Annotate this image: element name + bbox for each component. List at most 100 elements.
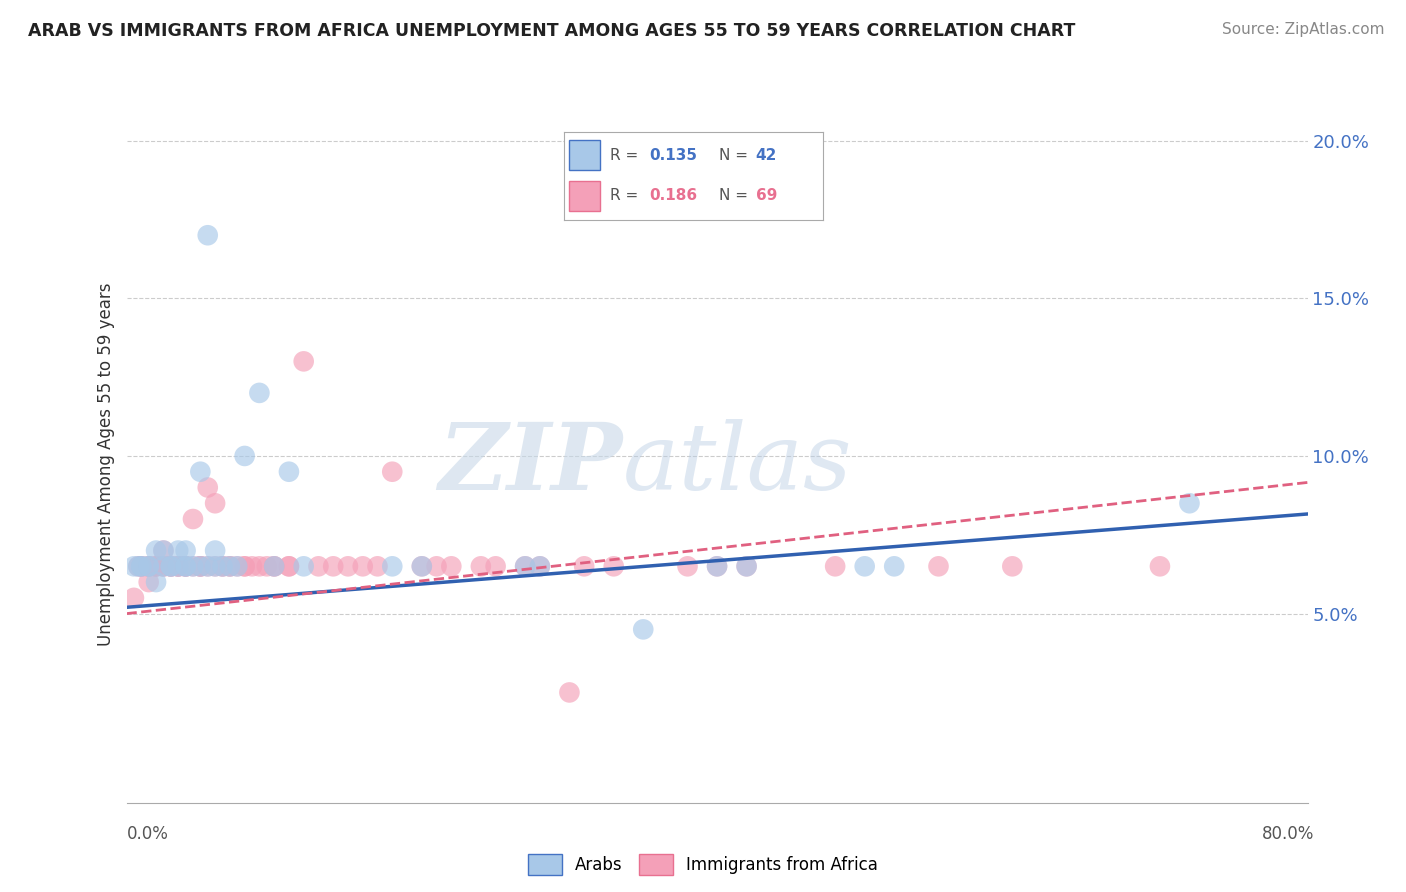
Point	[145, 543, 167, 558]
Point	[197, 559, 219, 574]
Point	[174, 543, 197, 558]
Point	[204, 496, 226, 510]
Point	[411, 559, 433, 574]
Point	[1149, 559, 1171, 574]
Point	[159, 559, 183, 574]
Point	[152, 543, 174, 558]
Point	[219, 559, 242, 574]
Point	[138, 559, 160, 574]
Point	[152, 559, 174, 574]
Point	[127, 559, 149, 574]
Point	[603, 559, 626, 574]
Point	[484, 559, 508, 574]
Point	[138, 575, 160, 590]
Point	[152, 559, 174, 574]
Point	[174, 559, 197, 574]
Point	[853, 559, 876, 574]
Text: atlas: atlas	[623, 419, 852, 508]
Legend: Arabs, Immigrants from Africa: Arabs, Immigrants from Africa	[529, 855, 877, 875]
Point	[735, 559, 758, 574]
Point	[278, 559, 301, 574]
Point	[558, 685, 581, 699]
Point	[167, 559, 190, 574]
Point	[263, 559, 285, 574]
Point	[174, 559, 197, 574]
Point	[138, 559, 160, 574]
Point	[145, 575, 167, 590]
Point	[263, 559, 285, 574]
Point	[1001, 559, 1024, 574]
Text: 0.0%: 0.0%	[127, 825, 169, 843]
Point	[706, 559, 728, 574]
Point	[197, 481, 219, 495]
Point	[211, 559, 233, 574]
Point	[174, 559, 197, 574]
Point	[174, 559, 197, 574]
Point	[233, 559, 256, 574]
Y-axis label: Unemployment Among Ages 55 to 59 years: Unemployment Among Ages 55 to 59 years	[97, 282, 115, 646]
Point	[247, 559, 270, 574]
Point	[470, 559, 492, 574]
Point	[440, 559, 463, 574]
Point	[145, 559, 167, 574]
Point	[219, 559, 242, 574]
Text: Source: ZipAtlas.com: Source: ZipAtlas.com	[1222, 22, 1385, 37]
Point	[167, 559, 190, 574]
Point	[127, 559, 149, 574]
Point	[219, 559, 242, 574]
Point	[188, 559, 211, 574]
Point	[735, 559, 758, 574]
Point	[676, 559, 699, 574]
Point	[233, 449, 256, 463]
Point	[292, 559, 315, 574]
Text: ZIP: ZIP	[439, 419, 623, 508]
Point	[247, 385, 270, 400]
Point	[159, 559, 183, 574]
Point	[159, 559, 183, 574]
Point	[188, 559, 211, 574]
Point	[233, 559, 256, 574]
Point	[381, 559, 404, 574]
Point	[188, 559, 211, 574]
Point	[322, 559, 344, 574]
Point	[159, 559, 183, 574]
Point	[366, 559, 388, 574]
Point	[515, 559, 537, 574]
Point	[204, 559, 226, 574]
Point	[515, 559, 537, 574]
Point	[167, 559, 190, 574]
Point	[167, 559, 190, 574]
Point	[529, 559, 551, 574]
Point	[337, 559, 360, 574]
Point	[226, 559, 249, 574]
Point	[631, 623, 654, 637]
Point	[188, 465, 211, 479]
Point	[197, 559, 219, 574]
Point	[278, 465, 301, 479]
Point	[1178, 496, 1201, 510]
Point	[529, 559, 551, 574]
Point	[152, 559, 174, 574]
Point	[159, 559, 183, 574]
Text: 80.0%: 80.0%	[1263, 825, 1315, 843]
Point	[122, 559, 145, 574]
Point	[197, 228, 219, 243]
Point	[138, 559, 160, 574]
Point	[574, 559, 596, 574]
Point	[145, 559, 167, 574]
Point	[122, 591, 145, 605]
Text: ARAB VS IMMIGRANTS FROM AFRICA UNEMPLOYMENT AMONG AGES 55 TO 59 YEARS CORRELATIO: ARAB VS IMMIGRANTS FROM AFRICA UNEMPLOYM…	[28, 22, 1076, 40]
Point	[211, 559, 233, 574]
Point	[307, 559, 329, 574]
Point	[167, 543, 190, 558]
Point	[204, 559, 226, 574]
Point	[706, 559, 728, 574]
Point	[226, 559, 249, 574]
Point	[278, 559, 301, 574]
Point	[152, 543, 174, 558]
Point	[181, 512, 204, 526]
Point	[824, 559, 846, 574]
Point	[129, 559, 153, 574]
Point	[129, 559, 153, 574]
Point	[138, 559, 160, 574]
